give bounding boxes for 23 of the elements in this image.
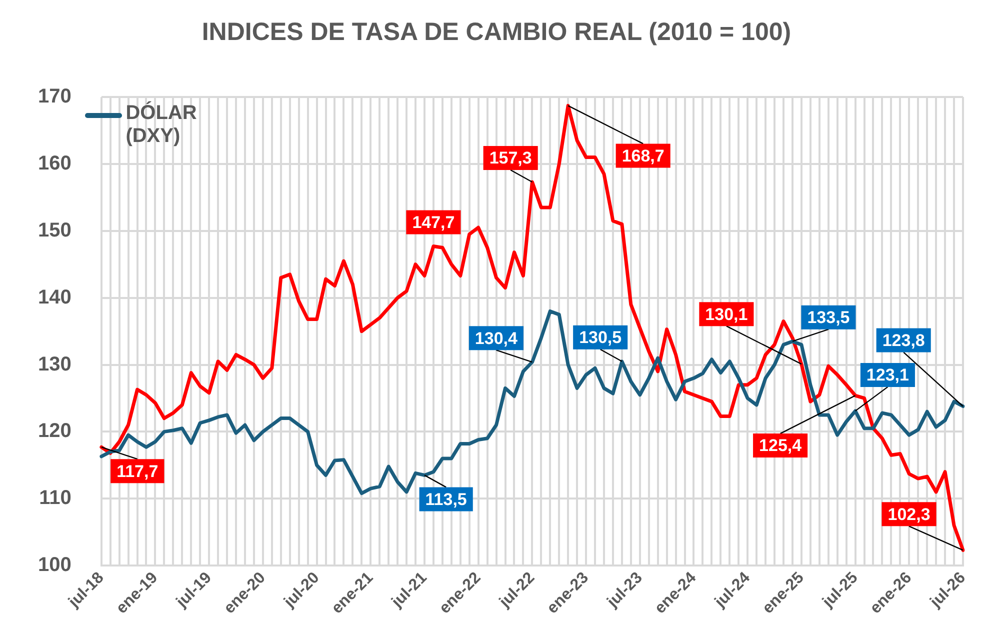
y-tick-label: 160 (38, 152, 72, 174)
data-label: 130,4 (474, 328, 518, 348)
data-label: 130,1 (705, 304, 748, 324)
y-tick-label: 110 (39, 487, 72, 510)
data-label: 123,8 (882, 330, 925, 350)
data-label: 130,5 (579, 328, 622, 348)
data-label: 157,3 (489, 148, 532, 168)
y-tick-label: 120 (38, 420, 72, 442)
y-tick-label: 170 (38, 86, 72, 108)
data-label: 117,7 (116, 462, 158, 481)
data-label: 168,7 (622, 146, 664, 166)
data-label: 133,5 (807, 308, 850, 328)
data-label: 125,4 (759, 436, 802, 456)
data-label: 123,1 (866, 366, 909, 385)
y-tick-label: 100 (38, 554, 72, 576)
data-label: 113,5 (425, 490, 467, 509)
legend-label: DÓLAR (DXY) (126, 102, 198, 148)
data-label: 147,7 (412, 212, 455, 232)
y-tick-label: 130 (38, 353, 72, 376)
data-label: 102,3 (888, 504, 930, 524)
y-tick-label: 150 (38, 219, 72, 242)
chart-title: INDICES DE TASA DE CAMBIO REAL (2010 = 100) (200, 18, 792, 47)
y-tick-label: 140 (38, 286, 72, 308)
